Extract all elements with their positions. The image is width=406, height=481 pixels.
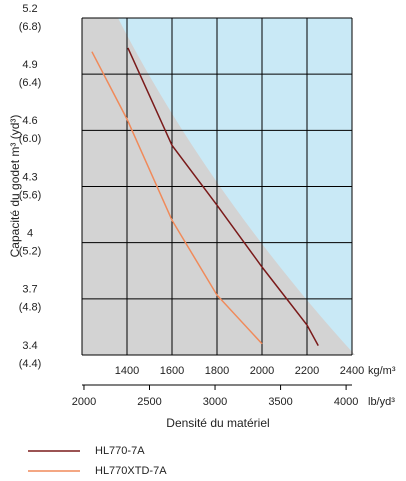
x-tick-label: 2400 [340,365,364,377]
y2-tick-label: (6.8) [19,21,42,33]
x-tick-label: 2200 [295,365,319,377]
y-tick-label: 4 [27,228,33,240]
x-unit: kg/m³ [368,365,396,377]
x-tick-label: 1600 [160,365,184,377]
y-tick-label: 3.4 [22,340,37,352]
x2-tick-label: 2000 [72,396,96,408]
series-line [91,51,263,345]
x2-unit: lb/yd³ [368,396,395,408]
y2-tick-label: (6.0) [19,133,42,145]
y-tick-label: 4.3 [22,171,37,183]
y2-tick-label: (4.4) [19,358,42,370]
x-tick-label: 1400 [115,365,139,377]
x2-tick-label: 3000 [203,396,227,408]
y2-tick-label: (5.2) [19,246,42,258]
y2-tick-label: (5.6) [19,189,42,201]
legend-label: HL770XTD-7A [95,465,167,477]
x-tick-label: 1800 [205,365,229,377]
y2-tick-label: (6.4) [19,77,42,89]
x2-tick-label: 4000 [334,396,358,408]
series-line [127,47,319,346]
x2-tick-label: 3500 [268,396,292,408]
y-tick-label: 5.2 [22,3,37,15]
x2-tick-label: 2500 [137,396,161,408]
y-tick-label: 3.7 [22,284,37,296]
y2-tick-label: (4.8) [19,302,42,314]
x-tick-label: 2000 [250,365,274,377]
y-tick-label: 4.9 [22,59,37,71]
legend-label: HL770-7A [95,445,145,457]
x-axis-title: Densité du matériel [166,416,269,430]
y-axis-title: Capacité du godet m³ (yd³) [8,115,22,258]
y-tick-label: 4.6 [22,115,37,127]
